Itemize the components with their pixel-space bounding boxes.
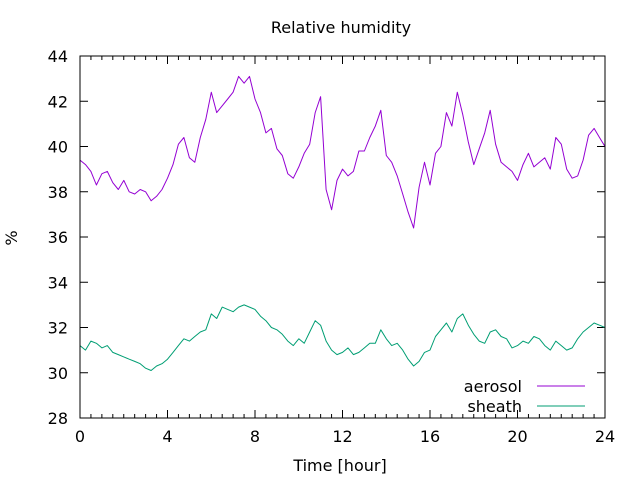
series-lines (79, 75, 606, 371)
x-tick-label: 16 (420, 427, 440, 446)
x-axis-label: Time [hour] (292, 456, 386, 475)
x-tick-label: 0 (75, 427, 85, 446)
legend-label-sheath: sheath (467, 397, 522, 416)
series-line-aerosol (79, 75, 606, 229)
plot-frame (79, 55, 606, 419)
y-tick-label: 38 (48, 183, 68, 202)
axis-ticks: 0 4 8 12 16 20 24 28 30 32 34 36 38 40 42 44 (48, 47, 616, 446)
y-tick-label: 34 (48, 273, 68, 292)
y-tick-label: 44 (48, 47, 68, 66)
y-tick-label: 32 (48, 319, 68, 338)
x-tick-label: 12 (332, 427, 352, 446)
y-tick-label: 28 (48, 409, 68, 428)
chart-title: Relative humidity (271, 18, 411, 37)
x-tick-label: 20 (507, 427, 527, 446)
legend-label-aerosol: aerosol (464, 377, 522, 396)
x-tick-label: 4 (162, 427, 172, 446)
series-line-sheath (79, 304, 606, 371)
y-tick-label: 30 (48, 364, 68, 383)
x-tick-label: 24 (595, 427, 615, 446)
y-tick-label: 42 (48, 92, 68, 111)
y-axis-label: % (2, 230, 21, 245)
y-tick-label: 40 (48, 138, 68, 157)
x-tick-label: 8 (250, 427, 260, 446)
y-tick-label: 36 (48, 228, 68, 247)
